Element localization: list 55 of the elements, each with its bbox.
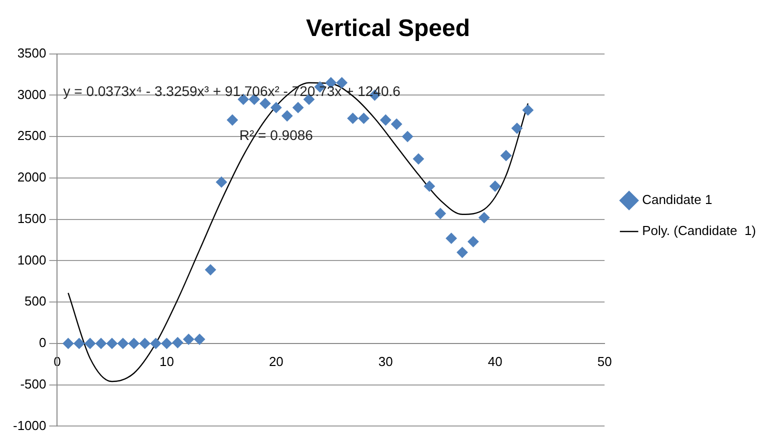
point [150, 338, 162, 349]
point [347, 112, 358, 124]
point [402, 131, 414, 142]
chart-title: Vertical Speed [306, 15, 470, 42]
point [522, 104, 534, 116]
point [205, 264, 216, 276]
y-tick-label: -500 [20, 376, 46, 392]
point [412, 153, 424, 164]
point [380, 114, 392, 126]
point [183, 334, 194, 345]
point [96, 338, 107, 349]
point [172, 337, 184, 348]
point [106, 338, 118, 349]
y-tick-label: 3000 [17, 86, 46, 102]
y-tick-label: -1000 [13, 418, 46, 433]
y-tick-label: 0 [39, 335, 46, 350]
annotation: R² = 0.9086 [239, 126, 314, 143]
point [62, 338, 74, 349]
x-tick-label: 30 [378, 354, 393, 369]
y-tick-label: 1500 [17, 210, 46, 226]
legend-label: Poly. (Candidate 1) [642, 223, 756, 238]
point [270, 102, 282, 114]
point [446, 232, 457, 244]
y-tick-label: 2000 [17, 170, 46, 185]
point [226, 114, 238, 126]
point [468, 236, 479, 248]
x-tick-label: 20 [268, 354, 284, 369]
point [74, 338, 85, 349]
x-tick-label: 10 [159, 354, 174, 369]
point [84, 338, 96, 349]
point [358, 112, 370, 124]
point [194, 334, 206, 345]
x-tick-label: 40 [488, 354, 502, 369]
point [434, 208, 446, 220]
point [478, 212, 490, 224]
point [500, 150, 512, 162]
point [292, 102, 304, 114]
x-tick-label: 50 [597, 354, 612, 369]
legend-label: Candidate 1 [642, 192, 712, 208]
point [424, 180, 435, 192]
point [456, 246, 468, 258]
point [161, 338, 172, 349]
y-tick-label: 2500 [17, 128, 46, 144]
point [128, 338, 140, 349]
point [282, 110, 293, 122]
point [117, 338, 128, 349]
point [512, 122, 522, 134]
point [139, 338, 150, 349]
point [391, 118, 402, 130]
point [490, 180, 501, 192]
point [216, 176, 227, 188]
y-tick-label: 500 [24, 294, 46, 309]
y-tick-label: 1000 [17, 252, 46, 268]
y-tick-label: 3500 [17, 45, 46, 60]
point [260, 98, 271, 109]
